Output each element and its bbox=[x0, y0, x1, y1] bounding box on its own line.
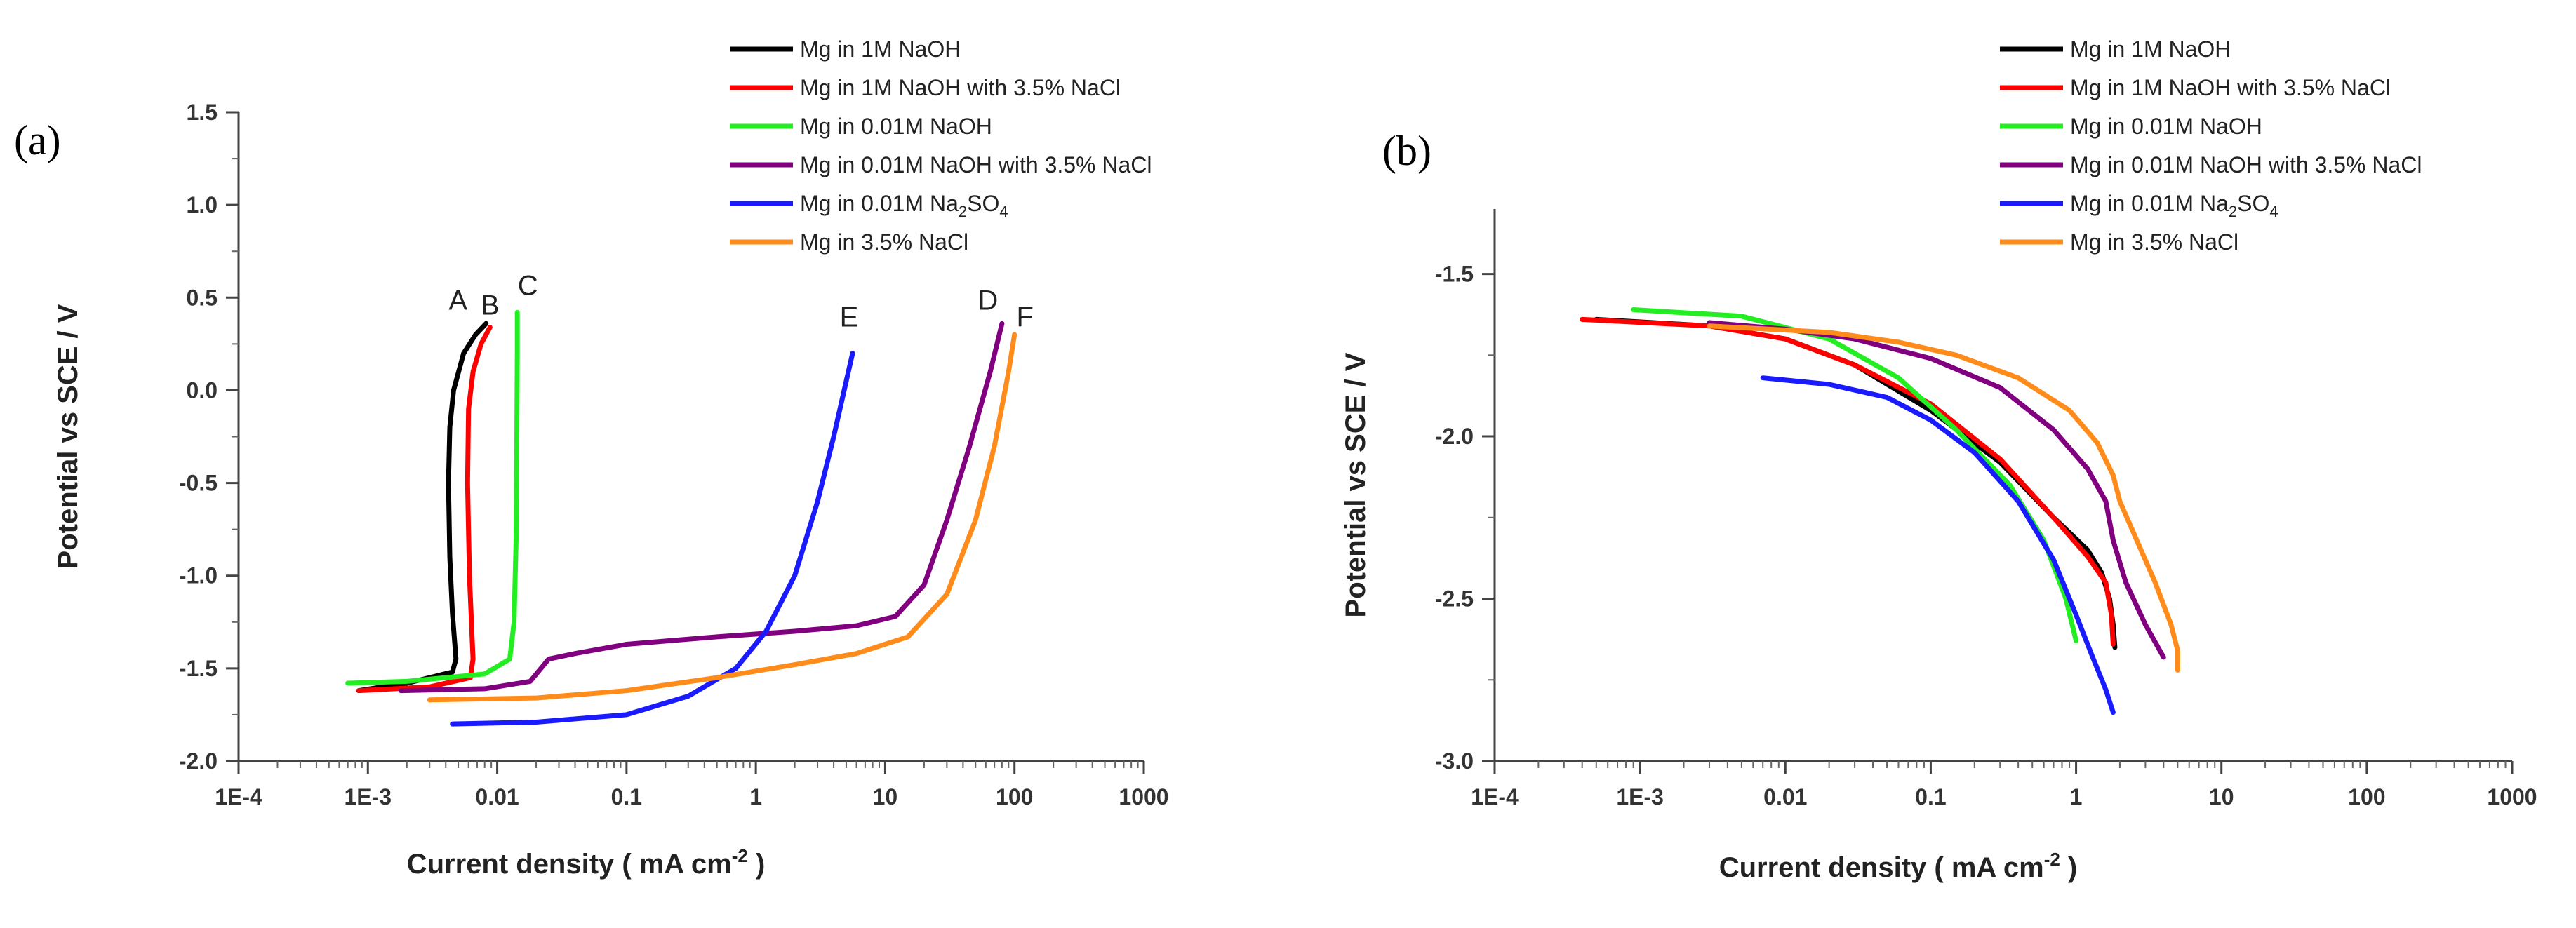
curve-label-C: C bbox=[518, 270, 538, 301]
series-line-4 bbox=[1707, 320, 2166, 660]
legend-entry: Mg in 3.5% NaCl bbox=[2070, 229, 2238, 255]
series-line-1 bbox=[356, 321, 489, 694]
x-axis-title: Current density ( mA cm-2 ) bbox=[1719, 849, 2078, 883]
y-tick-label: -1.5 bbox=[1435, 262, 1474, 287]
series-line-3 bbox=[1631, 307, 2079, 644]
legend-entry: Mg in 0.01M NaOH with 3.5% NaCl bbox=[2070, 152, 2422, 177]
x-tick-label: 0.1 bbox=[611, 784, 642, 809]
y-tick-label: 0.5 bbox=[187, 285, 218, 310]
panel-label-a: (a) bbox=[14, 117, 61, 163]
y-tick-label: 0.0 bbox=[187, 377, 218, 403]
x-tick-label: 1000 bbox=[2487, 784, 2537, 809]
x-tick-label: 10 bbox=[2209, 784, 2234, 809]
y-tick-label: -3.0 bbox=[1435, 748, 1474, 774]
x-axis-title: Current density ( mA cm-2 ) bbox=[407, 845, 766, 880]
y-tick-label: -2.0 bbox=[179, 748, 218, 774]
series-line-6 bbox=[427, 332, 1017, 703]
x-tick-label: 0.1 bbox=[1915, 784, 1946, 809]
x-tick-label: 0.01 bbox=[1763, 784, 1807, 809]
legend-entry: Mg in 3.5% NaCl bbox=[800, 229, 968, 255]
series-line-6 bbox=[1707, 323, 2180, 673]
x-tick-label: 1E-4 bbox=[1471, 784, 1519, 809]
legend-entry: Mg in 1M NaOH bbox=[800, 36, 961, 62]
x-tick-label: 1 bbox=[2070, 784, 2083, 809]
x-axis-title-sup: -2 bbox=[2044, 849, 2060, 870]
curve-label-A: A bbox=[448, 285, 467, 316]
x-tick-label: 100 bbox=[2348, 784, 2385, 809]
x-tick-label: 1 bbox=[749, 784, 762, 809]
curve-label-E: E bbox=[840, 302, 859, 333]
y-tick-label: -1.0 bbox=[179, 563, 218, 589]
panel-b-chart: (b) 1E-4 1E-3 0.01 0.1 1 10 100 1000 -3.0 -2.5 -2.… bbox=[1340, 36, 2537, 883]
legend-entry: Mg in 0.01M Na2SO4 bbox=[800, 191, 1008, 220]
x-tick-label: 10 bbox=[873, 784, 898, 809]
y-tick-label: -2.0 bbox=[1435, 424, 1474, 449]
series-line-2 bbox=[356, 325, 493, 694]
legend-entry: Mg in 0.01M NaOH bbox=[2070, 114, 2262, 139]
y-axis-title: Potential vs SCE / V bbox=[1340, 352, 1371, 617]
series-line-5 bbox=[450, 351, 855, 727]
y-axis-title: Potential vs SCE / V bbox=[53, 304, 84, 569]
legend-entry: Mg in 0.01M NaOH bbox=[800, 114, 992, 139]
legend-entry: Mg in 0.01M Na2SO4 bbox=[2070, 191, 2278, 220]
x-tick-label: 1E-3 bbox=[1616, 784, 1664, 809]
legend-entry: Mg in 0.01M NaOH with 3.5% NaCl bbox=[800, 152, 1152, 177]
y-tick-label: 1.0 bbox=[187, 192, 218, 217]
x-tick-label: 1E-4 bbox=[215, 784, 262, 809]
legend-entry: Mg in 1M NaOH with 3.5% NaCl bbox=[2070, 75, 2391, 100]
panel-a-chart: (a) 1E-4 1E-3 0.01 0.1 1 10 100 1000 -2.0 -1.5 -1.… bbox=[14, 36, 1169, 880]
y-tick-label: 1.5 bbox=[187, 100, 218, 125]
x-axis-title-end: ) bbox=[2060, 852, 2077, 883]
panel-label-b: (b) bbox=[1382, 128, 1432, 174]
x-axis-title-sup: -2 bbox=[732, 845, 748, 866]
series-line-5 bbox=[1760, 375, 2116, 715]
curve-label-D: D bbox=[977, 285, 998, 316]
y-tick-label: -1.5 bbox=[179, 656, 218, 681]
x-axis-title-end: ) bbox=[748, 849, 765, 880]
y-tick-label: -0.5 bbox=[179, 471, 218, 496]
legend-entry: Mg in 1M NaOH with 3.5% NaCl bbox=[800, 75, 1121, 100]
x-tick-label: 100 bbox=[996, 784, 1033, 809]
series-line-3 bbox=[345, 309, 520, 686]
y-tick-label: -2.5 bbox=[1435, 586, 1474, 612]
series-line-4 bbox=[398, 321, 1005, 694]
curve-label-B: B bbox=[481, 290, 500, 321]
series-line-2 bbox=[1580, 316, 2116, 647]
x-tick-label: 0.01 bbox=[475, 784, 519, 809]
legend-entry: Mg in 1M NaOH bbox=[2070, 36, 2231, 62]
x-tick-label: 1E-3 bbox=[344, 784, 392, 809]
curve-label-F: F bbox=[1016, 302, 1033, 332]
x-tick-label: 1000 bbox=[1119, 784, 1168, 809]
